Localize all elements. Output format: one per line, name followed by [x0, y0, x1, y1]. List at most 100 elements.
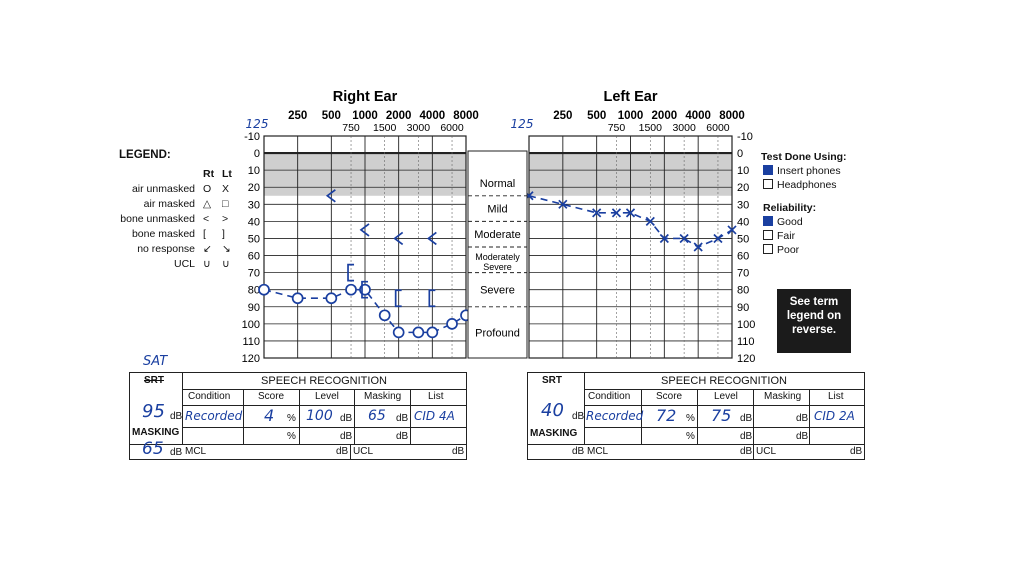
speech-box-left: SRT SPEECH RECOGNITION Condition Score L…	[527, 372, 865, 460]
air-unmasked-marker	[625, 208, 636, 218]
air-unmasked-marker	[693, 242, 703, 252]
air-unmasked-marker	[291, 292, 304, 305]
speech-box-right: SRT SPEECH RECOGNITION Condition Score L…	[129, 372, 467, 460]
legend-lt-symbol: ]	[222, 228, 225, 240]
divider	[182, 427, 466, 428]
score2-unit: %	[686, 431, 695, 442]
checkbox[interactable]	[763, 244, 773, 254]
y-tick-label: 70	[248, 268, 260, 280]
y-tick-label: 40	[737, 216, 749, 228]
checkbox[interactable]	[763, 165, 773, 175]
reliability-option[interactable]: Fair	[763, 230, 795, 242]
masking-col-unit: dB	[396, 413, 409, 424]
legend-row-label: UCL	[173, 258, 195, 270]
chart-title: Left Ear	[604, 89, 658, 105]
y-tick-label: 60	[737, 251, 749, 263]
x-octave-tick-label: 4000	[685, 110, 711, 122]
air-unmasked-marker	[325, 292, 338, 305]
legend-rt-symbol: [	[203, 228, 206, 240]
divider	[350, 444, 351, 459]
y-tick-label: 90	[737, 302, 749, 314]
y-tick-label: 10	[248, 165, 260, 177]
y-tick-label: 20	[737, 182, 749, 194]
legend-title: LEGEND:	[119, 149, 171, 161]
severity-label: Mild	[487, 204, 507, 216]
mcl-unit: dB	[336, 446, 349, 457]
air-unmasked-marker	[392, 326, 405, 339]
divider	[410, 390, 411, 444]
air-unmasked-marker	[679, 233, 689, 244]
y-tick-label: 90	[248, 302, 260, 314]
masking-label: MASKING	[530, 428, 578, 439]
reliability-option[interactable]: Poor	[763, 244, 799, 256]
legend-row-label: bone unmasked	[120, 213, 195, 225]
level-value: 100	[306, 408, 333, 424]
checkbox[interactable]	[763, 216, 773, 226]
y-tick-label: 0	[737, 148, 743, 160]
col-level: Level	[714, 391, 738, 402]
srt-unit: dB	[170, 411, 183, 422]
test_done-option[interactable]: Insert phones	[763, 165, 841, 177]
chart-title: Right Ear	[333, 89, 398, 105]
col-score: Score	[258, 391, 285, 402]
srt-value: 40	[541, 400, 564, 421]
divider	[182, 389, 466, 390]
score-unit: %	[287, 413, 296, 424]
col-level: Level	[315, 391, 339, 402]
legend-lt-symbol: ∪	[222, 258, 230, 270]
air-unmasked-marker	[592, 208, 602, 218]
legend-row-label: bone masked	[131, 228, 195, 240]
checkbox-label: Poor	[777, 244, 800, 256]
x-octave-tick-label: 2000	[386, 110, 412, 122]
test_done-option[interactable]: Headphones	[763, 179, 837, 191]
bone-unmasked-marker	[359, 223, 370, 237]
air-unmasked-marker	[645, 216, 655, 226]
air-unmasked-marker	[446, 317, 458, 330]
y-tick-label: 50	[737, 233, 749, 245]
divider	[753, 390, 754, 444]
condition-value: Recorded	[185, 409, 243, 423]
masking-label: MASKING	[132, 427, 180, 438]
air-unmasked-marker	[426, 326, 439, 339]
x-interoctave-tick-label: 750	[608, 122, 626, 134]
divider	[584, 405, 864, 406]
srt-printed-label: SRT	[542, 375, 562, 386]
x-octave-tick-label: 8000	[719, 110, 745, 122]
divider	[243, 390, 244, 444]
y-tick-label: 30	[248, 199, 260, 211]
divider	[584, 389, 864, 390]
checkbox[interactable]	[763, 230, 773, 240]
x-interoctave-tick-label: 6000	[706, 122, 730, 134]
ucl-unit: dB	[452, 446, 465, 457]
air-unmasked-marker	[727, 225, 737, 235]
checkbox-label: Fair	[777, 230, 796, 242]
reliability-option[interactable]: Good	[763, 216, 803, 228]
reference-note: See term legend on reverse.	[777, 289, 851, 353]
level-value: 75	[711, 406, 732, 425]
x-octave-tick-label: 1000	[618, 110, 644, 122]
legend-row-label: air unmasked	[131, 183, 195, 195]
list-value: CID 4A	[414, 409, 455, 423]
score-value: 4	[264, 406, 275, 425]
bone-masked-marker	[347, 263, 355, 282]
legend-lt-symbol: ↘	[222, 243, 231, 255]
x-octave-tick-label: 500	[322, 110, 341, 122]
y-tick-label: -10	[244, 131, 260, 143]
y-tick-label: 0	[254, 148, 260, 160]
x-octave-tick-label: 2000	[652, 110, 678, 122]
y-tick-label: 120	[737, 353, 755, 365]
score2-unit: %	[287, 431, 296, 442]
handwritten-start-freq: 125	[246, 117, 269, 131]
speech-header: SPEECH RECOGNITION	[661, 375, 787, 387]
x-interoctave-tick-label: 3000	[672, 122, 696, 134]
bone-unmasked-marker	[393, 231, 404, 246]
y-tick-label: 80	[248, 285, 260, 297]
level2-unit: dB	[740, 431, 753, 442]
masking2-unit: dB	[396, 431, 409, 442]
checkbox[interactable]	[763, 179, 773, 189]
y-tick-label: 40	[248, 216, 260, 228]
y-tick-label: 50	[248, 233, 260, 245]
x-interoctave-tick-label: 1500	[639, 122, 663, 134]
legend-lt-symbol: >	[222, 213, 229, 225]
legend-row-label: air masked	[143, 198, 195, 210]
